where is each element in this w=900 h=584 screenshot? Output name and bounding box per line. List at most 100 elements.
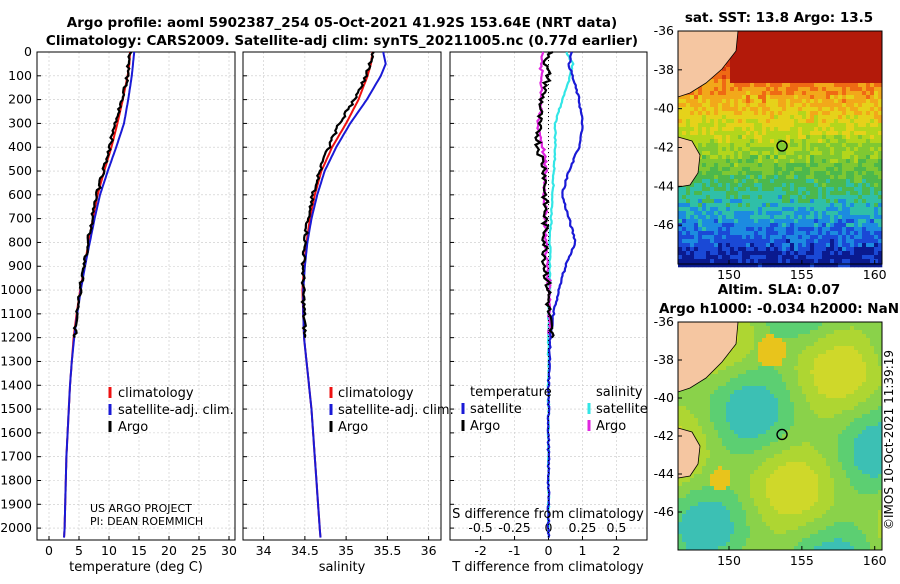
map-cell	[846, 442, 850, 446]
map-cell	[766, 438, 770, 442]
map-cell	[770, 59, 774, 63]
map-cell	[842, 175, 846, 179]
map-cell	[814, 223, 818, 227]
map-cell	[866, 398, 870, 402]
map-cell	[830, 51, 834, 55]
map-cell	[734, 219, 738, 223]
map-cell	[790, 382, 794, 386]
map-cell	[806, 187, 810, 191]
map-cell	[866, 135, 870, 139]
map-cell	[870, 207, 874, 211]
map-cell	[874, 406, 878, 410]
map-cell	[738, 119, 742, 123]
map-cell	[842, 414, 846, 418]
map-cell	[750, 422, 754, 426]
map-cell	[798, 338, 802, 342]
map-cell	[834, 47, 838, 51]
map-cell	[690, 259, 694, 263]
map-cell	[838, 338, 842, 342]
map-cell	[838, 382, 842, 386]
map-cell	[730, 247, 734, 251]
map-cell	[778, 255, 782, 259]
map-cell	[862, 243, 866, 247]
map-cell	[838, 135, 842, 139]
map-cell	[786, 442, 790, 446]
map-cell	[822, 211, 826, 215]
map-cell	[734, 71, 738, 75]
map-cell	[686, 235, 690, 239]
map-cell	[822, 143, 826, 147]
map-cell	[806, 398, 810, 402]
map-cell	[702, 223, 706, 227]
map-cell	[830, 326, 834, 330]
map-cell	[862, 418, 866, 422]
map-cell	[750, 59, 754, 63]
map-cell	[826, 370, 830, 374]
map-cell	[866, 87, 870, 91]
map-cell	[818, 398, 822, 402]
map-cell	[702, 410, 706, 414]
map-cell	[694, 99, 698, 103]
map-cell	[826, 151, 830, 155]
map-cell	[866, 171, 870, 175]
map-cell	[838, 115, 842, 119]
map-cell	[850, 63, 854, 67]
map-cell	[734, 227, 738, 231]
map-cell	[862, 438, 866, 442]
map-cell	[766, 195, 770, 199]
map-cell	[746, 259, 750, 263]
map-cell	[850, 175, 854, 179]
map-cell	[678, 239, 682, 243]
map-cell	[830, 191, 834, 195]
map-cell	[842, 203, 846, 207]
map-cell	[846, 175, 850, 179]
map-cell	[814, 243, 818, 247]
map-cell	[854, 199, 858, 203]
map-cell	[762, 438, 766, 442]
map-cell	[874, 103, 878, 107]
map-cell	[790, 442, 794, 446]
map-cell	[702, 155, 706, 159]
map-cell	[774, 446, 778, 450]
map-cell	[694, 219, 698, 223]
map-cell	[730, 83, 734, 87]
map-cell	[786, 330, 790, 334]
map-cell	[786, 99, 790, 103]
map-cell	[858, 358, 862, 362]
map-cell	[762, 446, 766, 450]
map-cell	[734, 354, 738, 358]
map-cell	[790, 390, 794, 394]
map-cell	[782, 231, 786, 235]
map-cell	[802, 79, 806, 83]
map-cell	[726, 107, 730, 111]
map-cell	[854, 255, 858, 259]
map-cell	[874, 107, 878, 111]
map-cell	[774, 175, 778, 179]
map-cell	[686, 219, 690, 223]
map-cell	[782, 402, 786, 406]
map-cell	[814, 438, 818, 442]
map-cell	[862, 350, 866, 354]
annotation-pi: PI: DEAN ROEMMICH	[90, 515, 203, 528]
map-cell	[694, 422, 698, 426]
map-cell	[778, 71, 782, 75]
map-cell	[818, 31, 822, 35]
map-cell	[702, 454, 706, 458]
map-cell	[750, 215, 754, 219]
map-cell	[854, 406, 858, 410]
map-cell	[854, 183, 858, 187]
map-cell	[762, 394, 766, 398]
map-cell	[754, 187, 758, 191]
map-cell	[810, 43, 814, 47]
map-cell	[810, 255, 814, 259]
map-cell	[870, 179, 874, 183]
map-cell	[738, 59, 742, 63]
map-cell	[782, 334, 786, 338]
map-cell	[854, 350, 858, 354]
map-cell	[790, 195, 794, 199]
map-cell	[794, 139, 798, 143]
map-cell	[866, 354, 870, 358]
map-cell	[794, 438, 798, 442]
map-cell	[850, 183, 854, 187]
map-cell	[786, 259, 790, 263]
